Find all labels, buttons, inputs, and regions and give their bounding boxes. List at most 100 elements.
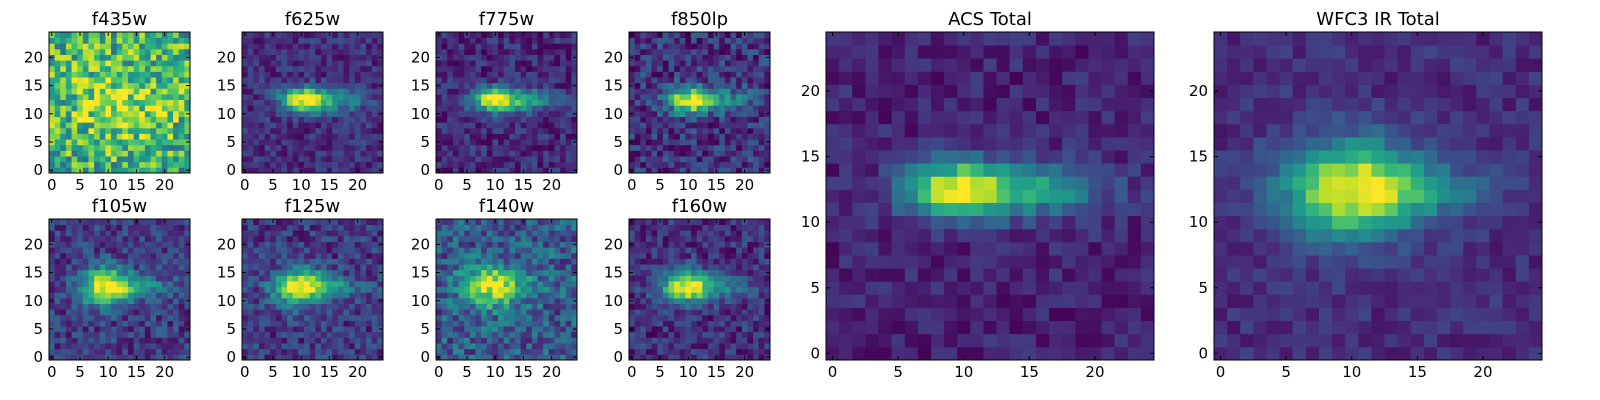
heatmap-cell <box>304 54 311 61</box>
heatmap-cell <box>565 150 572 157</box>
heatmap-cell <box>326 309 333 316</box>
heatmap-cell <box>520 139 527 146</box>
heatmap-cell <box>758 144 765 151</box>
heatmap-cell <box>452 122 459 129</box>
heatmap-cell <box>349 99 356 106</box>
heatmap-cell <box>77 292 84 299</box>
heatmap-cell <box>486 167 493 174</box>
heatmap-cell <box>133 297 140 304</box>
heatmap-cell <box>645 348 652 355</box>
heatmap-cell <box>514 110 521 117</box>
heatmap-cell <box>298 292 305 299</box>
heatmap-cell <box>139 269 146 276</box>
heatmap-cell <box>565 60 572 67</box>
heatmap-cell <box>139 82 146 89</box>
heatmap-cell <box>298 326 305 333</box>
heatmap-cell <box>469 326 476 333</box>
heatmap-cell <box>326 252 333 259</box>
heatmap-cell <box>651 110 658 117</box>
heatmap-cell <box>730 331 737 338</box>
heatmap-cell <box>526 88 533 95</box>
heatmap-cell <box>326 230 333 237</box>
heatmap-cell <box>764 281 771 288</box>
heatmap-cell <box>258 235 265 242</box>
heatmap-cell <box>452 65 459 72</box>
heatmap-cell <box>719 105 726 112</box>
heatmap-cell <box>287 105 294 112</box>
heatmap-cell <box>298 309 305 316</box>
heatmap-cell <box>133 241 140 248</box>
heatmap-cell <box>122 82 129 89</box>
heatmap-cell <box>475 252 482 259</box>
heatmap-cell <box>144 297 151 304</box>
heatmap-cell <box>447 48 454 55</box>
heatmap-cell <box>531 110 538 117</box>
heatmap-cell <box>565 258 572 265</box>
heatmap-cell <box>275 258 282 265</box>
heatmap-cell <box>315 314 322 321</box>
heatmap-cell <box>54 252 61 259</box>
heatmap-cell <box>366 77 373 84</box>
heatmap-cell <box>298 224 305 231</box>
heatmap-cell <box>531 161 538 168</box>
heatmap-cell <box>691 122 698 129</box>
heatmap-cell <box>640 281 647 288</box>
heatmap-cell <box>298 77 305 84</box>
heatmap-cell <box>548 82 555 89</box>
heatmap-cell <box>520 122 527 129</box>
heatmap-cell <box>685 331 692 338</box>
heatmap-cell <box>88 60 95 67</box>
heatmap-cell <box>377 150 384 157</box>
heatmap-cell <box>724 32 731 39</box>
heatmap-cell <box>724 127 731 134</box>
heatmap-cell <box>377 156 384 163</box>
heatmap-cell <box>736 88 743 95</box>
heatmap-cell <box>464 139 471 146</box>
x-tick-label: 5 <box>655 176 665 194</box>
heatmap-cell <box>492 110 499 117</box>
heatmap-cell <box>436 343 443 350</box>
heatmap-cell <box>469 43 476 50</box>
heatmap-cell <box>486 258 493 265</box>
heatmap-cell <box>509 219 516 226</box>
heatmap-cell <box>492 156 499 163</box>
heatmap-cell <box>719 286 726 293</box>
heatmap-cell <box>281 161 288 168</box>
heatmap-cell <box>554 258 561 265</box>
heatmap-cell <box>707 297 714 304</box>
heatmap-cell <box>554 60 561 67</box>
heatmap-cell <box>264 60 271 67</box>
heatmap-cell <box>514 252 521 259</box>
heatmap-cell <box>77 309 84 316</box>
heatmap-cell <box>753 167 760 174</box>
heatmap-cell <box>543 269 550 276</box>
heatmap-cell <box>122 156 129 163</box>
heatmap-cell <box>88 303 95 310</box>
heatmap-cell <box>173 235 180 242</box>
heatmap-cell <box>747 292 754 299</box>
heatmap-cell <box>753 82 760 89</box>
heatmap-cell <box>127 133 134 140</box>
heatmap-cell <box>253 144 260 151</box>
heatmap-cell <box>354 127 361 134</box>
heatmap-cell <box>366 252 373 259</box>
heatmap-cell <box>144 275 151 282</box>
heatmap-cell <box>111 71 118 78</box>
heatmap-cell <box>133 71 140 78</box>
heatmap-cell <box>724 133 731 140</box>
heatmap-cell <box>657 314 664 321</box>
heatmap-cell <box>657 133 664 140</box>
heatmap-cell <box>503 32 510 39</box>
heatmap-cell <box>526 269 533 276</box>
heatmap-cell <box>122 99 129 106</box>
heatmap-cell <box>161 54 168 61</box>
heatmap-cell <box>337 286 344 293</box>
heatmap-cell <box>526 139 533 146</box>
heatmap-cell <box>94 297 101 304</box>
heatmap-cell <box>696 281 703 288</box>
heatmap-cell <box>178 65 185 72</box>
heatmap-cell <box>662 156 669 163</box>
heatmap-cell <box>88 54 95 61</box>
heatmap-cell <box>326 264 333 271</box>
heatmap-cell <box>326 94 333 101</box>
